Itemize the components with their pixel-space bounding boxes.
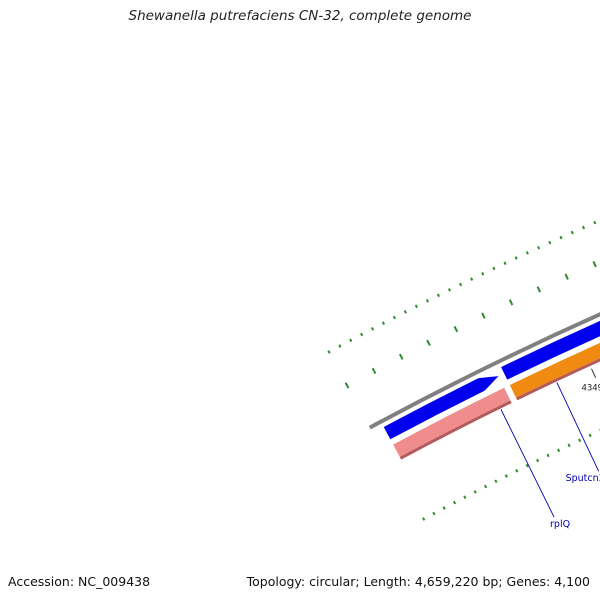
cds-arrow	[383, 376, 499, 440]
gc-mark	[432, 511, 436, 516]
gene-label: Sputcn32_3734	[566, 473, 600, 484]
gc-mark	[536, 458, 540, 463]
gc-mark	[515, 469, 519, 473]
gc-mark	[559, 235, 563, 240]
gc-mark	[338, 344, 342, 348]
gc-mark	[458, 282, 463, 287]
backbone-track	[368, 312, 600, 430]
gc-mark	[525, 463, 529, 468]
gc-mark	[536, 286, 541, 293]
gc-mark	[504, 474, 508, 478]
gc-mark	[371, 367, 377, 375]
gc-mark	[537, 245, 541, 250]
map-title: Shewanella putrefaciens CN-32, complete …	[128, 8, 472, 24]
genome-summary: Topology: circular; Length: 4,659,220 bp…	[246, 574, 590, 589]
gene-bar-shadow	[399, 400, 512, 460]
gc-mark	[564, 273, 569, 280]
gc-mark	[403, 310, 407, 314]
gene-label-line	[556, 382, 600, 472]
cds-arrow	[501, 320, 600, 380]
gc-mark	[425, 299, 429, 303]
gc-mark	[442, 506, 446, 510]
gc-mark	[447, 288, 452, 292]
gc-mark	[473, 490, 477, 494]
gc-mark	[548, 240, 552, 245]
gc-mark	[508, 299, 514, 306]
gc-mark	[567, 443, 571, 448]
gc-mark	[592, 261, 597, 268]
gc-mark	[463, 495, 467, 500]
gc-mark	[327, 350, 331, 354]
gc-mark	[588, 433, 592, 438]
gc-mark	[452, 500, 457, 505]
gc-mark	[349, 338, 353, 343]
kbp-tick-label: 4349 kbp	[581, 383, 600, 393]
accession-label: Accession: NC_009438	[8, 574, 151, 589]
gene-labels: rplQSputcn32_3734rpsDSputcn32_3736rpsMrp…	[500, 382, 600, 530]
gc-mark	[593, 220, 597, 225]
gc-mark	[557, 448, 561, 453]
cds-track	[383, 320, 600, 440]
gc-mark	[381, 321, 386, 325]
gc-mark	[578, 438, 582, 443]
gc-mark	[453, 325, 459, 333]
gc-mark	[483, 484, 488, 489]
kbp-tick	[591, 368, 597, 378]
gene-bar	[509, 342, 600, 398]
gene-track	[393, 342, 600, 460]
gc-mark	[546, 453, 550, 458]
gc-mark	[570, 230, 574, 235]
gc-mark	[470, 277, 474, 281]
kbp-ticks: 4349 kbp4350 kbp4351 kbp4352 kbp4353 kbp…	[581, 368, 600, 393]
gc-mark	[392, 315, 396, 320]
gene-bar	[393, 387, 511, 457]
gc-mark	[503, 261, 507, 266]
gc-mark	[514, 256, 518, 260]
gc-mark	[360, 332, 364, 337]
gc-mark	[481, 312, 486, 319]
gene-label: rplQ	[550, 519, 570, 530]
gc-mark	[414, 304, 418, 309]
gc-mark	[436, 293, 440, 298]
gc-mark	[492, 266, 496, 271]
gc-mark	[370, 327, 375, 331]
gc-mark	[398, 353, 404, 360]
gene-bar-shadow	[515, 358, 600, 401]
gc-mark	[525, 251, 529, 255]
gc-skew-track	[327, 220, 600, 521]
gc-mark	[422, 517, 426, 521]
backbone-line	[368, 312, 600, 430]
gc-mark	[582, 225, 586, 230]
gene-label-line	[500, 409, 555, 518]
gc-mark	[481, 272, 485, 276]
gc-mark	[426, 339, 431, 346]
gc-mark	[494, 479, 498, 484]
gc-mark	[344, 382, 350, 389]
